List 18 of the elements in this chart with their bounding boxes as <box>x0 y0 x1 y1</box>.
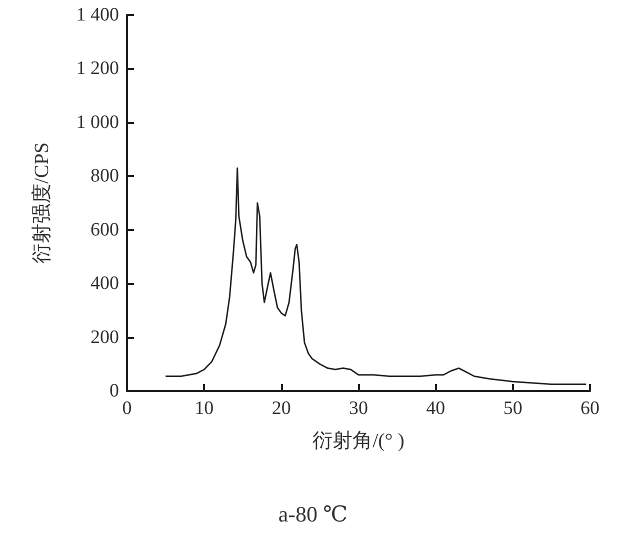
x-tick-label: 30 <box>349 398 368 419</box>
y-tick-label: 0 <box>110 380 119 402</box>
y-tick-label: 1 400 <box>76 4 119 26</box>
y-axis-title: 衍射强度/CPS <box>31 142 53 264</box>
y-tick-label: 200 <box>90 326 119 348</box>
x-tick-label: 40 <box>426 398 446 419</box>
text: a-80 ℃ <box>278 502 348 526</box>
x-axis-title: 衍射角/(° ) <box>312 430 404 452</box>
y-tick-label: 600 <box>90 219 119 240</box>
y-tick-label: 800 <box>90 166 119 187</box>
x-tick-label: 60 <box>580 398 600 419</box>
y-tick-label: 400 <box>90 273 119 294</box>
x-tick-label: 20 <box>272 398 291 419</box>
y-tick-label: 1 200 <box>76 58 119 80</box>
x-tick-label: 50 <box>503 398 522 419</box>
y-tick-label: 1 000 <box>76 112 119 133</box>
x-tick-label: 0 <box>122 398 132 419</box>
x-tick-label: 10 <box>194 398 214 419</box>
